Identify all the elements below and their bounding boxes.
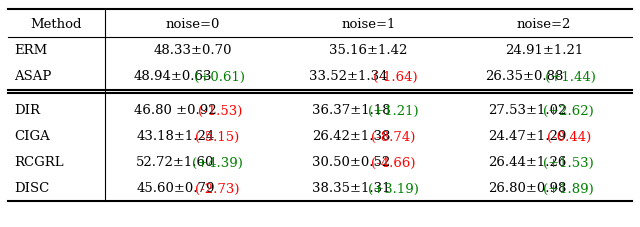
Text: (-5.15): (-5.15) — [195, 130, 239, 143]
Text: RCGRL: RCGRL — [14, 156, 63, 169]
Text: 33.52±1.34: 33.52±1.34 — [310, 70, 388, 83]
Text: (-1.53): (-1.53) — [198, 104, 242, 117]
Text: 24.91±1.21: 24.91±1.21 — [505, 44, 583, 57]
Text: 48.94±0.63: 48.94±0.63 — [134, 70, 212, 83]
Text: 46.80 ±0.92: 46.80 ±0.92 — [134, 104, 217, 117]
Text: ASAP: ASAP — [14, 70, 51, 83]
Text: DIR: DIR — [14, 104, 40, 117]
Text: noise=0: noise=0 — [166, 17, 220, 30]
Text: (-4.66): (-4.66) — [371, 156, 415, 169]
Text: (-2.73): (-2.73) — [195, 182, 240, 195]
Text: 27.53±1.02: 27.53±1.02 — [488, 104, 566, 117]
Text: (+3.19): (+3.19) — [368, 182, 419, 195]
Text: (+1.44): (+1.44) — [541, 70, 596, 83]
Text: 26.44±1.26: 26.44±1.26 — [488, 156, 566, 169]
Text: 43.18±1.24: 43.18±1.24 — [136, 130, 214, 143]
Text: (-1.64): (-1.64) — [369, 70, 417, 83]
Text: 26.80±0.98: 26.80±0.98 — [488, 182, 566, 195]
Text: (+2.62): (+2.62) — [543, 104, 595, 117]
Text: 52.72±1.60: 52.72±1.60 — [136, 156, 215, 169]
Text: (+0.61): (+0.61) — [190, 70, 245, 83]
Text: (-0.44): (-0.44) — [547, 130, 591, 143]
Text: CIGA: CIGA — [14, 130, 50, 143]
Text: ERM: ERM — [14, 44, 47, 57]
Text: noise=1: noise=1 — [341, 17, 396, 30]
Text: 38.35±1.31: 38.35±1.31 — [312, 182, 390, 195]
Text: 36.37±1.18: 36.37±1.18 — [312, 104, 390, 117]
Text: (-8.74): (-8.74) — [371, 130, 415, 143]
Text: 30.50±0.52: 30.50±0.52 — [312, 156, 390, 169]
Text: 24.47±1.29: 24.47±1.29 — [488, 130, 566, 143]
Text: (+1.89): (+1.89) — [543, 182, 595, 195]
Text: 26.42±1.38: 26.42±1.38 — [312, 130, 390, 143]
Text: noise=2: noise=2 — [517, 17, 572, 30]
Text: 48.33±0.70: 48.33±0.70 — [154, 44, 232, 57]
Text: (+1.21): (+1.21) — [368, 104, 419, 117]
Text: (+4.39): (+4.39) — [192, 156, 243, 169]
Text: Method: Method — [31, 17, 83, 30]
Text: (+1.53): (+1.53) — [543, 156, 595, 169]
Text: 45.60±0.79: 45.60±0.79 — [136, 182, 215, 195]
Text: 35.16±1.42: 35.16±1.42 — [330, 44, 408, 57]
Text: 26.35±0.88: 26.35±0.88 — [485, 70, 564, 83]
Text: DISC: DISC — [14, 182, 49, 195]
